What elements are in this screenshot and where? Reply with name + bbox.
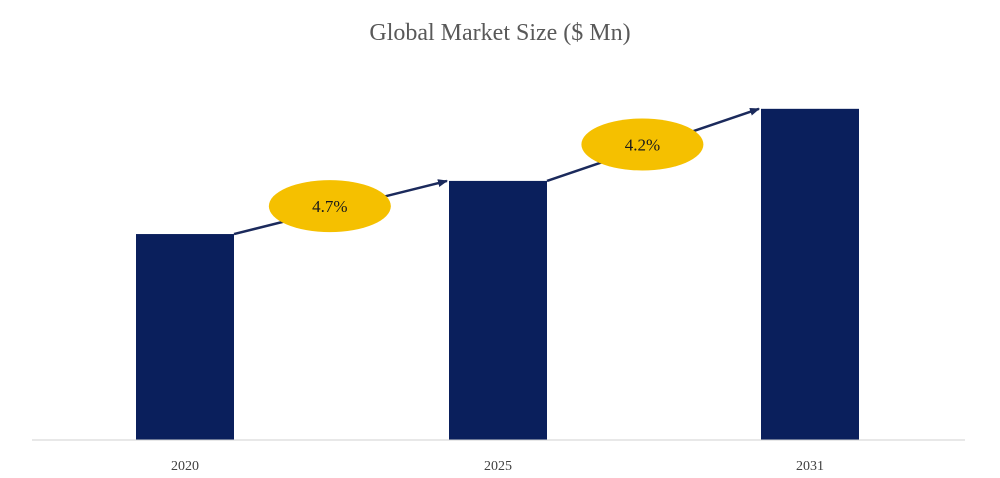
bar-2020 [136,234,234,440]
cagr-badge-1: 4.7% [268,180,391,233]
cagr-badge-ellipse [268,180,391,233]
x-tick-labels: 2020 2025 2031 [171,459,824,474]
x-tick-label-2025: 2025 [484,459,512,474]
bar-2031 [761,108,859,440]
cagr-badge-ellipse [581,118,704,171]
cagr-label: 4.2% [625,135,660,154]
chart-title: Global Market Size ($ Mn) [369,20,630,46]
x-tick-label-2031: 2031 [796,459,824,474]
x-tick-label-2020: 2020 [171,459,199,474]
bars-layer [136,108,859,440]
bar-2025 [449,180,547,440]
cagr-label: 4.7% [312,197,347,216]
cagr-badge-2: 4.2% [581,118,704,171]
cagr-badges: 4.7% 4.2% [268,118,704,233]
